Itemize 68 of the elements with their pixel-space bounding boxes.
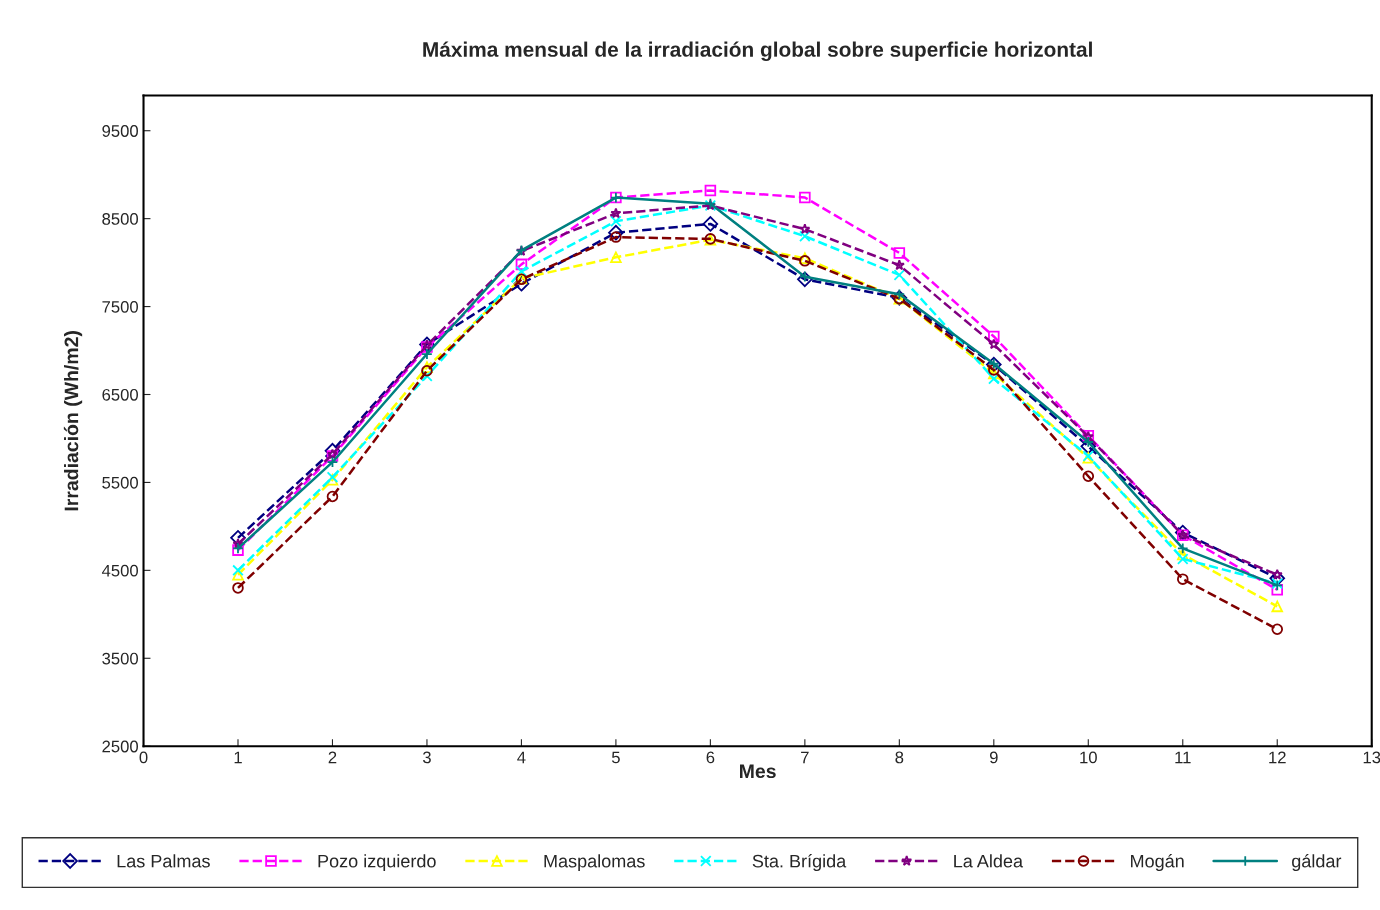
point (610, 251, 622, 264)
x-tick-label: 7 (801, 751, 809, 764)
x-axis-title: Mes (740, 764, 776, 779)
point (1177, 553, 1189, 565)
point (1271, 600, 1284, 613)
point (893, 247, 906, 259)
point (799, 223, 811, 235)
x-tick-label: 0 (139, 751, 148, 764)
point (893, 259, 905, 271)
legend-label: Pozo izquierdo (318, 854, 436, 872)
y-tick-label: 4500 (101, 564, 139, 577)
x-tick-label: 9 (989, 751, 998, 764)
point (232, 564, 244, 577)
point (326, 456, 339, 468)
point (421, 348, 433, 360)
y-tick-label: 9500 (102, 125, 139, 137)
point (988, 372, 1000, 385)
legend-label: Sta. Brígida (752, 854, 847, 872)
legend-label: gáldar (1292, 854, 1342, 872)
point (893, 269, 906, 281)
y-tick-label: 8500 (102, 213, 139, 225)
point (988, 367, 1000, 380)
x-tick-label: 2 (328, 751, 337, 764)
y-tick-label: 5500 (102, 476, 139, 489)
x-tick-label: 10 (1080, 751, 1097, 764)
point (1177, 573, 1189, 585)
point (1082, 436, 1095, 448)
chart-title: Máxima mensual de la irradiación global sobre superficie horizontal (423, 41, 1092, 62)
x-tick-label: 13 (1363, 751, 1380, 764)
legend-label: Maspalomas (544, 854, 645, 872)
point (232, 582, 244, 594)
point (1177, 548, 1189, 561)
legend-label: La Aldea (954, 854, 1024, 868)
point (799, 270, 811, 283)
x-tick-label: 4 (517, 751, 526, 764)
point (1177, 542, 1189, 555)
point (513, 275, 530, 292)
point (1271, 623, 1284, 636)
legend-label: Mogán (1131, 854, 1184, 872)
y-axis-title: Irradiación (Wh/m2) (63, 331, 83, 511)
point (799, 191, 811, 204)
point (799, 230, 811, 242)
y-tick-label: 6500 (102, 388, 139, 401)
x-tick-label: 1 (234, 751, 242, 764)
legend-label: Las Palmas (117, 854, 210, 868)
x-tick-label: 12 (1269, 751, 1286, 764)
x-tick-label: 6 (706, 751, 715, 764)
point (608, 224, 624, 241)
point (702, 216, 719, 232)
x-tick-label: 3 (422, 751, 431, 764)
y-tick-label: 7500 (102, 300, 139, 313)
point (421, 370, 433, 382)
x-tick-label: 5 (611, 751, 620, 764)
point (610, 215, 622, 228)
point (704, 184, 717, 197)
point (988, 338, 1000, 350)
point (610, 207, 622, 219)
x-tick-label: 8 (895, 751, 904, 764)
x-tick-label: 11 (1175, 751, 1191, 764)
point (1174, 524, 1191, 541)
point (232, 538, 244, 549)
point (1082, 470, 1095, 483)
point (797, 271, 813, 288)
y-tick-label: 3500 (102, 652, 139, 665)
point (326, 490, 339, 503)
point (515, 258, 528, 271)
y-tick-label: 2500 (102, 740, 139, 753)
point (1271, 583, 1284, 596)
